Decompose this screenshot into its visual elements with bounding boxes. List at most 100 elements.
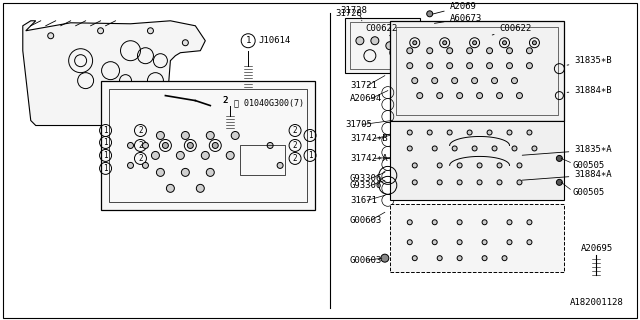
Circle shape (532, 41, 536, 45)
Text: A182001128: A182001128 (570, 298, 623, 307)
Circle shape (437, 163, 442, 168)
Circle shape (482, 240, 487, 245)
Circle shape (482, 256, 487, 261)
Circle shape (381, 254, 389, 262)
Circle shape (182, 40, 188, 46)
Text: 1: 1 (308, 151, 312, 160)
Circle shape (152, 151, 159, 159)
Circle shape (227, 151, 234, 159)
Circle shape (181, 132, 189, 140)
Text: 2: 2 (138, 154, 143, 163)
Circle shape (492, 78, 497, 84)
Circle shape (427, 11, 433, 17)
Circle shape (487, 130, 492, 135)
Circle shape (477, 92, 483, 99)
Bar (100, 81, 315, 210)
Circle shape (492, 146, 497, 151)
Bar (390, 121, 564, 200)
Text: 2: 2 (292, 141, 298, 150)
Circle shape (412, 256, 417, 261)
Text: G93306: G93306 (350, 174, 382, 183)
Circle shape (447, 63, 452, 69)
Circle shape (97, 28, 104, 34)
Circle shape (196, 184, 204, 192)
Circle shape (457, 220, 462, 225)
Circle shape (267, 142, 273, 148)
Circle shape (386, 42, 394, 50)
Text: 2: 2 (138, 126, 143, 135)
Text: C00622: C00622 (492, 24, 532, 35)
Circle shape (143, 142, 148, 148)
Circle shape (127, 142, 134, 148)
Circle shape (443, 41, 447, 45)
Text: 1: 1 (103, 138, 108, 147)
Circle shape (477, 180, 482, 185)
Circle shape (457, 92, 463, 99)
Circle shape (202, 151, 209, 159)
Circle shape (486, 63, 493, 69)
Circle shape (527, 130, 532, 135)
Circle shape (212, 142, 218, 148)
Text: 2: 2 (292, 126, 298, 135)
Circle shape (413, 41, 417, 45)
Circle shape (527, 63, 532, 69)
Circle shape (412, 180, 417, 185)
Circle shape (143, 163, 148, 168)
Circle shape (412, 163, 417, 168)
Text: 2: 2 (223, 96, 228, 105)
Circle shape (166, 184, 174, 192)
Circle shape (452, 78, 458, 84)
Circle shape (497, 163, 502, 168)
Bar (396, 27, 558, 115)
Circle shape (472, 78, 477, 84)
Circle shape (436, 92, 443, 99)
Circle shape (156, 168, 164, 176)
Text: A20695: A20695 (581, 244, 614, 253)
Text: 2: 2 (223, 96, 228, 105)
Circle shape (356, 37, 364, 45)
Circle shape (48, 33, 54, 39)
Circle shape (231, 132, 239, 140)
Circle shape (437, 180, 442, 185)
Circle shape (427, 48, 433, 54)
Circle shape (371, 37, 379, 45)
Text: G93306: G93306 (350, 181, 382, 190)
Circle shape (447, 130, 452, 135)
Text: G00603: G00603 (350, 216, 382, 225)
Bar (390, 204, 564, 272)
Circle shape (507, 240, 512, 245)
Circle shape (407, 146, 412, 151)
Text: 1: 1 (103, 151, 108, 160)
Circle shape (407, 240, 412, 245)
Circle shape (432, 240, 437, 245)
Circle shape (516, 92, 522, 99)
Text: C00622: C00622 (365, 24, 397, 36)
Circle shape (407, 63, 413, 69)
Circle shape (147, 28, 154, 34)
Circle shape (457, 180, 462, 185)
Circle shape (428, 130, 432, 135)
Text: 31742∗A: 31742∗A (350, 154, 388, 163)
Circle shape (511, 78, 518, 84)
Circle shape (506, 63, 513, 69)
Circle shape (156, 132, 164, 140)
Text: 31671: 31671 (350, 196, 377, 205)
Circle shape (401, 47, 409, 55)
Bar (390, 21, 564, 121)
Circle shape (181, 168, 189, 176)
Circle shape (532, 146, 537, 151)
Circle shape (467, 48, 472, 54)
Circle shape (527, 240, 532, 245)
Text: 2: 2 (292, 154, 298, 163)
Circle shape (437, 256, 442, 261)
Circle shape (472, 146, 477, 151)
Circle shape (452, 146, 457, 151)
Text: 31728: 31728 (340, 6, 367, 15)
Text: 2: 2 (138, 141, 143, 150)
Text: 31884∗A: 31884∗A (522, 170, 612, 180)
Circle shape (412, 78, 418, 84)
Bar (240, 146, 285, 175)
Circle shape (517, 163, 522, 168)
Text: 31835∗A: 31835∗A (522, 146, 612, 155)
Circle shape (556, 156, 563, 161)
